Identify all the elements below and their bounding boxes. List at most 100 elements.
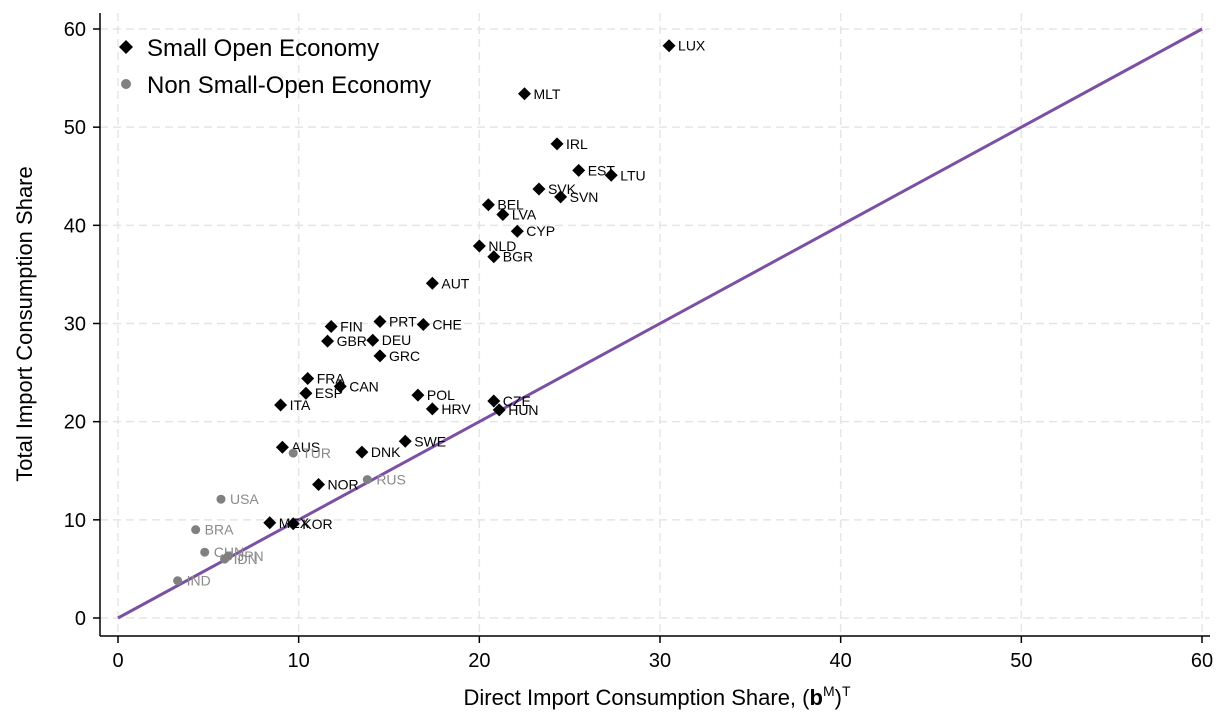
point-label-prt: PRT bbox=[389, 314, 417, 330]
point-marker-gbr bbox=[321, 334, 335, 348]
point-label-hrv: HRV bbox=[441, 401, 471, 417]
point-label-fin: FIN bbox=[340, 318, 363, 334]
point-label-nld: NLD bbox=[488, 238, 516, 254]
point-label-hun: HUN bbox=[508, 402, 538, 418]
point-marker-esp bbox=[299, 386, 313, 400]
point-marker-bel bbox=[481, 198, 495, 212]
point-marker-cyp bbox=[510, 224, 524, 238]
point-label-svn: SVN bbox=[570, 189, 599, 205]
point-label-grc: GRC bbox=[389, 348, 420, 364]
reference-45-degree-line bbox=[117, 27, 1203, 620]
point-label-idn: IDN bbox=[234, 551, 258, 567]
legend-label-small-open-economy: Small Open Economy bbox=[147, 35, 379, 62]
point-marker-svn bbox=[554, 190, 568, 204]
point-label-rus: RUS bbox=[376, 472, 406, 488]
legend-marker-small-open-economy bbox=[119, 40, 133, 54]
point-marker-che bbox=[416, 317, 430, 331]
point-marker-kor bbox=[286, 517, 300, 531]
x-axis-ticks: 0 10 20 30 40 50 60 bbox=[112, 636, 1213, 672]
x-tick-label-0: 0 bbox=[112, 650, 123, 672]
y-tick-label-60: 60 bbox=[64, 19, 86, 41]
x-axis-title-mid: ) bbox=[835, 685, 842, 710]
point-label-esp: ESP bbox=[315, 385, 343, 401]
point-label-can: CAN bbox=[349, 378, 379, 394]
point-marker-ita bbox=[274, 398, 288, 412]
point-label-dnk: DNK bbox=[371, 444, 401, 460]
point-label-deu: DEU bbox=[382, 332, 412, 348]
point-label-bra: BRA bbox=[205, 522, 234, 538]
point-marker-lux bbox=[662, 39, 676, 53]
x-axis-title-super-2: T bbox=[842, 683, 851, 699]
point-label-lux: LUX bbox=[678, 38, 706, 54]
point-label-bel: BEL bbox=[497, 197, 524, 213]
point-marker-aus bbox=[275, 440, 289, 454]
point-marker-hun bbox=[492, 403, 506, 417]
x-axis-title: Direct Import Consumption Share, (bM)T bbox=[463, 683, 850, 710]
point-marker-swe bbox=[398, 434, 412, 448]
point-marker-bra bbox=[191, 525, 201, 535]
point-label-ita: ITA bbox=[290, 397, 311, 413]
point-label-che: CHE bbox=[432, 316, 462, 332]
point-marker-chn bbox=[200, 547, 210, 557]
point-marker-hrv bbox=[425, 402, 439, 416]
point-marker-nor bbox=[312, 477, 326, 491]
point-label-svk: SVK bbox=[548, 181, 577, 197]
x-tick-label-20: 20 bbox=[468, 650, 490, 672]
point-label-ind: IND bbox=[187, 573, 211, 589]
gridlines bbox=[100, 13, 1210, 636]
point-marker-svk bbox=[532, 182, 546, 196]
x-axis-title-bold: b bbox=[810, 685, 823, 710]
point-label-cyp: CYP bbox=[526, 223, 555, 239]
point-marker-dnk bbox=[355, 445, 369, 459]
point-marker-nld bbox=[472, 239, 486, 253]
point-marker-irl bbox=[550, 137, 564, 151]
point-label-jpn: JPN bbox=[237, 548, 263, 564]
point-label-usa: USA bbox=[230, 491, 259, 507]
point-marker-prt bbox=[373, 315, 387, 329]
y-tick-label-0: 0 bbox=[75, 608, 86, 630]
point-marker-grc bbox=[373, 349, 387, 363]
point-marker-ltu bbox=[604, 168, 618, 182]
point-label-kor: KOR bbox=[302, 516, 332, 532]
point-marker-aut bbox=[425, 276, 439, 290]
point-marker-mex bbox=[263, 516, 277, 530]
point-label-gbr: GBR bbox=[337, 333, 367, 349]
x-tick-label-10: 10 bbox=[288, 650, 310, 672]
x-axis-title-text: Direct Import Consumption Share, ( bbox=[463, 685, 810, 710]
x-tick-label-60: 60 bbox=[1191, 650, 1213, 672]
legend-label-non-small-open-economy: Non Small-Open Economy bbox=[147, 72, 431, 99]
point-label-mlt: MLT bbox=[534, 86, 561, 102]
point-label-tur: TUR bbox=[302, 445, 331, 461]
x-axis-title-super-1: M bbox=[823, 683, 835, 699]
y-tick-label-40: 40 bbox=[64, 215, 86, 237]
y-tick-label-10: 10 bbox=[64, 510, 86, 532]
point-marker-can bbox=[333, 379, 347, 393]
y-tick-label-50: 50 bbox=[64, 117, 86, 139]
point-marker-pol bbox=[411, 388, 425, 402]
point-label-aus: AUS bbox=[291, 439, 320, 455]
point-label-swe: SWE bbox=[414, 433, 446, 449]
point-marker-deu bbox=[366, 333, 380, 347]
point-marker-fra bbox=[301, 371, 315, 385]
point-marker-tur bbox=[288, 448, 298, 458]
y-tick-label-20: 20 bbox=[64, 412, 86, 434]
y-axis-ticks: 0 10 20 30 40 50 60 bbox=[64, 19, 100, 630]
series-non-small-open-economy: TURRUSUSABRACHNJPNIDNIND bbox=[173, 445, 406, 589]
point-label-cze: CZE bbox=[503, 393, 531, 409]
legend: Small Open Economy Non Small-Open Econom… bbox=[119, 35, 431, 99]
point-label-aut: AUT bbox=[441, 275, 469, 291]
point-marker-est bbox=[572, 163, 586, 177]
x-tick-label-30: 30 bbox=[649, 650, 671, 672]
point-marker-ind bbox=[173, 576, 183, 586]
legend-marker-non-small-open-economy bbox=[121, 79, 131, 89]
y-axis-title: Total Import Consumption Share bbox=[12, 166, 37, 482]
point-label-pol: POL bbox=[427, 387, 455, 403]
point-marker-cze bbox=[487, 394, 501, 408]
point-marker-lva bbox=[496, 208, 510, 222]
x-tick-label-50: 50 bbox=[1010, 650, 1032, 672]
point-marker-mlt bbox=[518, 87, 531, 101]
